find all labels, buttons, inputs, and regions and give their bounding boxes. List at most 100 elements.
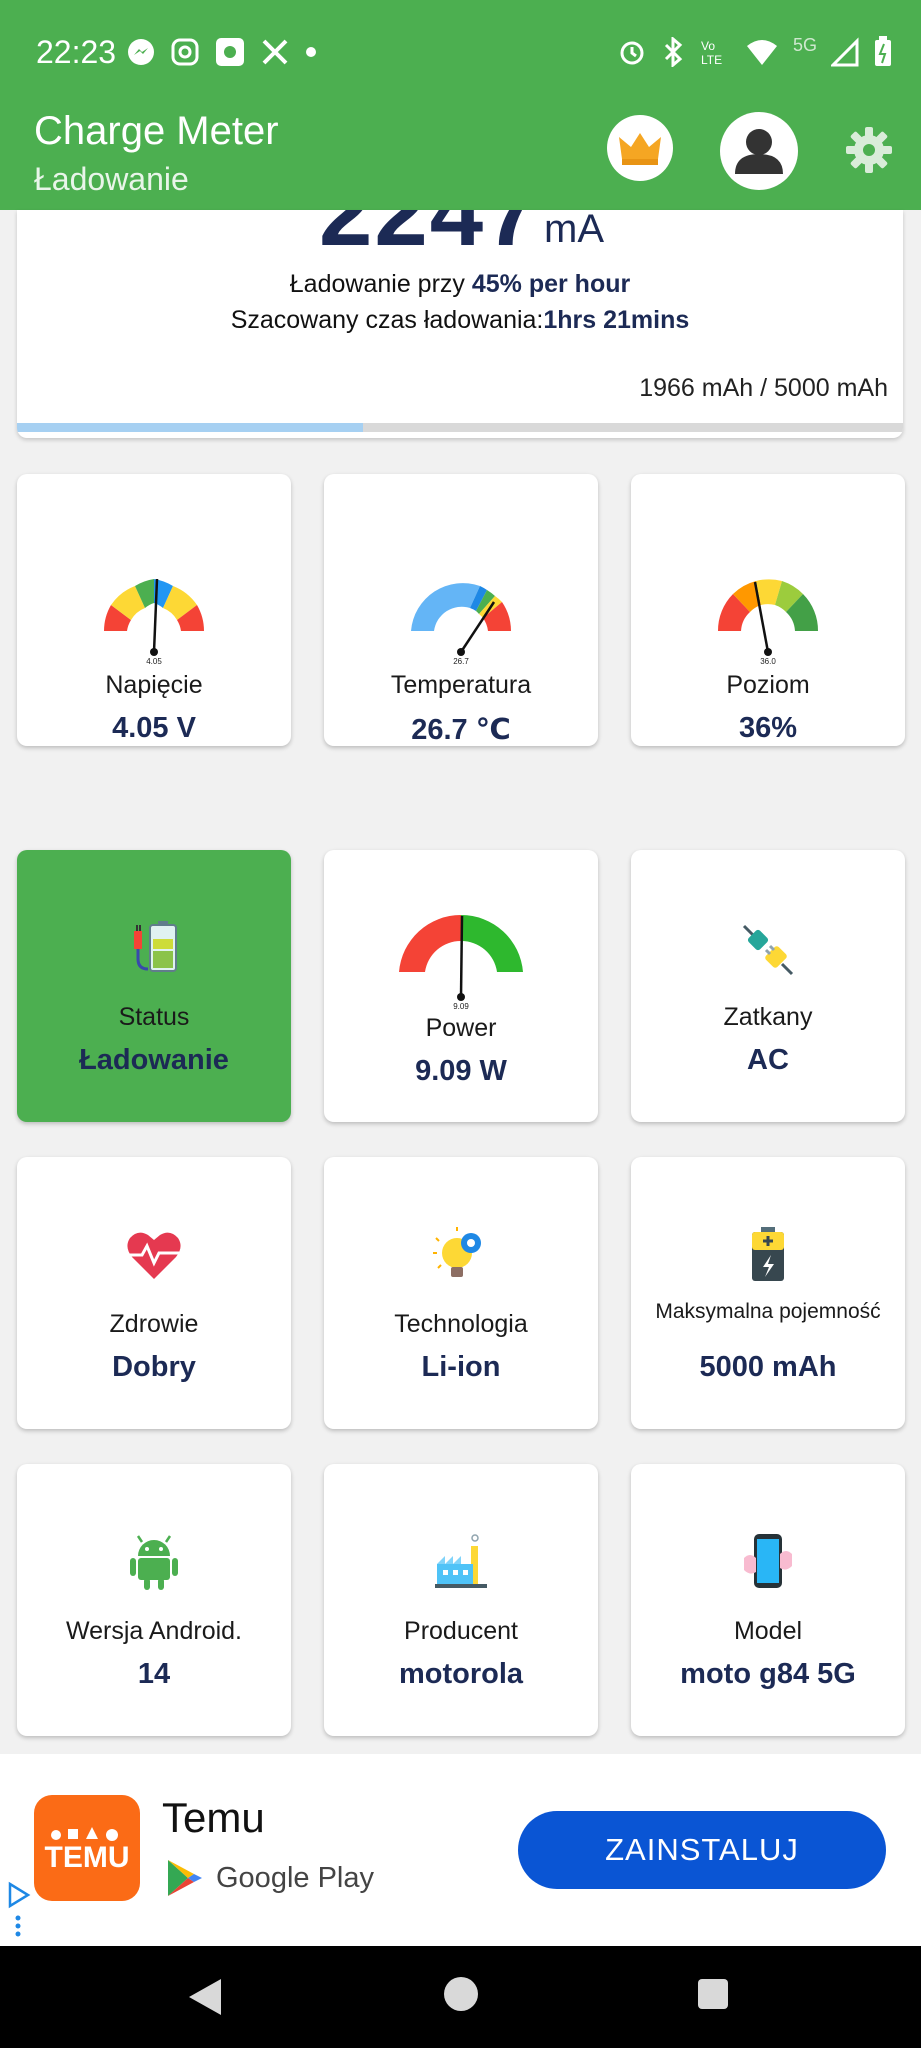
power-gauge-reading: 9.09 <box>453 1002 469 1011</box>
crown-icon <box>619 133 661 165</box>
tile-temperature[interactable]: 26.7 Temperatura 26.7 ℃ <box>324 474 598 746</box>
account-button[interactable] <box>720 112 798 190</box>
charge-eta-value: 1hrs 21mins <box>543 306 690 334</box>
status-value: Ładowanie <box>79 1044 229 1076</box>
tile-level[interactable]: 36.0 Poziom 36% <box>631 474 905 746</box>
status-bar: 22:23 Vo LTE 5G <box>0 0 921 105</box>
power-label: Power <box>425 1014 497 1042</box>
tile-health[interactable]: Zdrowie Dobry <box>17 1157 291 1429</box>
tile-plugged[interactable]: Zatkany AC <box>631 850 905 1122</box>
account-icon <box>735 129 783 174</box>
voltage-label: Napięcie <box>105 671 203 699</box>
power-value: 9.09 W <box>415 1055 507 1087</box>
settings-button[interactable] <box>843 124 895 176</box>
bluetooth-icon <box>664 37 683 67</box>
plugged-value: AC <box>747 1044 789 1076</box>
home-icon[interactable] <box>442 1975 480 2013</box>
temu-logo-graphic: TEMU <box>45 1827 130 1874</box>
ad-app-name[interactable]: Temu <box>162 1794 265 1841</box>
app-title: Charge Meter <box>34 109 279 153</box>
tile-model[interactable]: Model moto g84 5G <box>631 1464 905 1736</box>
technology-label: Technologia <box>394 1310 528 1338</box>
charge-eta-label: Szacowany czas ładowania: <box>230 306 544 334</box>
current-value: 2247 <box>319 210 541 266</box>
temperature-gauge-icon: 26.7 <box>411 583 511 666</box>
charge-rate-value: 45% per hour <box>471 270 631 298</box>
photo-app-icon <box>216 38 244 66</box>
messenger-icon <box>128 39 154 65</box>
status-time: 22:23 <box>36 34 117 70</box>
technology-value: Li-ion <box>421 1351 501 1383</box>
back-icon[interactable] <box>185 1976 225 2018</box>
install-button[interactable]: ZAINSTALUJ <box>518 1811 886 1889</box>
more-notifications-icon <box>306 47 316 57</box>
android-version-value: 14 <box>137 1658 171 1690</box>
voltage-gauge-reading: 4.05 <box>146 657 162 666</box>
network-type: 5G <box>792 34 817 55</box>
heart-pulse-icon <box>127 1232 181 1279</box>
google-play-label: Google Play <box>216 1861 374 1894</box>
health-value: Dobry <box>112 1351 196 1383</box>
x-app-icon <box>262 39 288 65</box>
manufacturer-value: motorola <box>398 1658 524 1690</box>
tile-technology[interactable]: Technologia Li-ion <box>324 1157 598 1429</box>
temperature-value: 26.7 ℃ <box>411 714 511 746</box>
plugged-label: Zatkany <box>723 1003 813 1031</box>
factory-icon <box>435 1534 487 1588</box>
health-label: Zdrowie <box>109 1310 199 1338</box>
capacity-text: 1966 mAh / 5000 mAh <box>639 374 888 402</box>
voltage-value: 4.05 V <box>112 712 196 744</box>
adchoices-icon[interactable] <box>6 1880 32 1943</box>
plug-icon <box>742 924 794 976</box>
tile-manufacturer[interactable]: Producent motorola <box>324 1464 598 1736</box>
svg-text:Vo: Vo <box>701 39 715 53</box>
app-subtitle: Ładowanie <box>34 161 189 197</box>
temu-logo[interactable]: TEMU <box>34 1795 140 1901</box>
premium-button[interactable] <box>607 115 673 181</box>
signal-icon <box>831 37 859 67</box>
status-label: Status <box>118 1003 190 1031</box>
android-version-label: Wersja Android. <box>65 1617 242 1645</box>
voltage-gauge-icon: 4.05 <box>104 578 204 666</box>
instagram-icon <box>171 38 199 66</box>
charge-eta: Szacowany czas ładowania:1hrs 21mins <box>17 306 903 335</box>
bulb-gear-icon <box>433 1227 481 1277</box>
temu-logo-text: TEMU <box>45 1841 130 1874</box>
power-gauge-icon: 9.09 <box>399 915 523 1011</box>
charge-progress-fill <box>17 423 363 432</box>
tile-power[interactable]: 9.09 Power 9.09 W <box>324 850 598 1122</box>
wifi-icon <box>746 40 777 65</box>
temperature-gauge-reading: 26.7 <box>453 657 469 666</box>
max-capacity-label: Maksymalna pojemność <box>655 1300 881 1323</box>
battery-status-icon <box>875 36 891 66</box>
battery-charging-icon <box>134 921 177 972</box>
model-label: Model <box>733 1617 803 1645</box>
alarm-icon <box>620 41 644 65</box>
charge-progress-bar <box>17 423 903 432</box>
charge-summary-card: 2247 mA Ładowanie przy 45% per hour Szac… <box>17 210 903 438</box>
gear-icon <box>846 127 892 173</box>
ad-banner[interactable]: TEMU Temu Google Play ZAINSTALUJ <box>0 1754 921 1946</box>
level-value: 36% <box>738 712 798 744</box>
model-value: moto g84 5G <box>680 1658 856 1690</box>
tile-status[interactable]: Status Ładowanie <box>17 850 291 1122</box>
max-capacity-value: 5000 mAh <box>699 1351 837 1383</box>
svg-text:LTE: LTE <box>701 53 722 67</box>
tile-android-version[interactable]: Wersja Android. 14 <box>17 1464 291 1736</box>
android-icon <box>130 1535 178 1590</box>
level-gauge-reading: 36.0 <box>760 657 776 666</box>
recents-icon[interactable] <box>696 1977 730 2011</box>
google-play-icon <box>168 1860 202 1896</box>
tile-max-capacity[interactable]: Maksymalna pojemność 5000 mAh <box>631 1157 905 1429</box>
temperature-label: Temperatura <box>390 671 532 699</box>
charge-rate: Ładowanie przy 45% per hour <box>17 270 903 299</box>
navigation-bar <box>0 1946 921 2048</box>
level-gauge-icon: 36.0 <box>717 579 819 666</box>
google-play-badge: Google Play <box>166 1858 374 1898</box>
battery-icon <box>752 1227 784 1281</box>
manufacturer-label: Producent <box>404 1617 518 1645</box>
current-unit: mA <box>544 210 604 251</box>
charge-rate-label: Ładowanie przy <box>289 270 472 298</box>
tile-voltage[interactable]: 4.05 Napięcie 4.05 V <box>17 474 291 746</box>
